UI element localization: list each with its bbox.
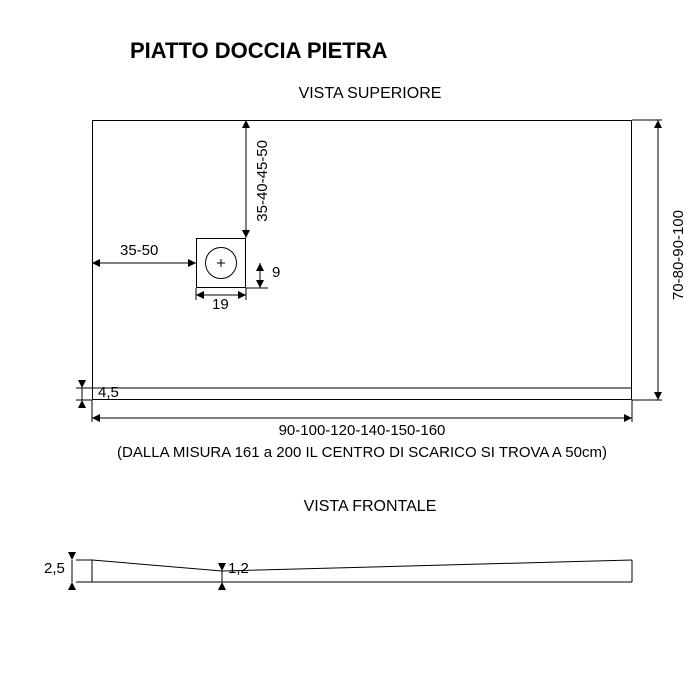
page-title: PIATTO DOCCIA PIETRA [130,38,388,64]
top-view-heading: VISTA SUPERIORE [260,85,480,103]
top-view-rect [92,120,632,400]
length-dim-label: 90-100-120-140-150-160 [92,422,632,439]
drain-height-label: 9 [272,264,280,281]
section-inner-label: 1,2 [228,560,249,577]
front-view-heading: VISTA FRONTALE [260,498,480,516]
width-dim-label: 70-80-90-100 [670,210,687,300]
drain-offset-horizontal-label: 35-50 [120,242,158,259]
lip-label: 4,5 [98,384,119,401]
drain-circle [205,247,237,279]
drain-width-label: 19 [212,296,229,313]
drain-note: (DALLA MISURA 161 a 200 IL CENTRO DI SCA… [92,444,632,461]
drain-offset-vertical-label: 35-40-45-50 [254,140,271,222]
section-height-label: 2,5 [44,560,65,577]
